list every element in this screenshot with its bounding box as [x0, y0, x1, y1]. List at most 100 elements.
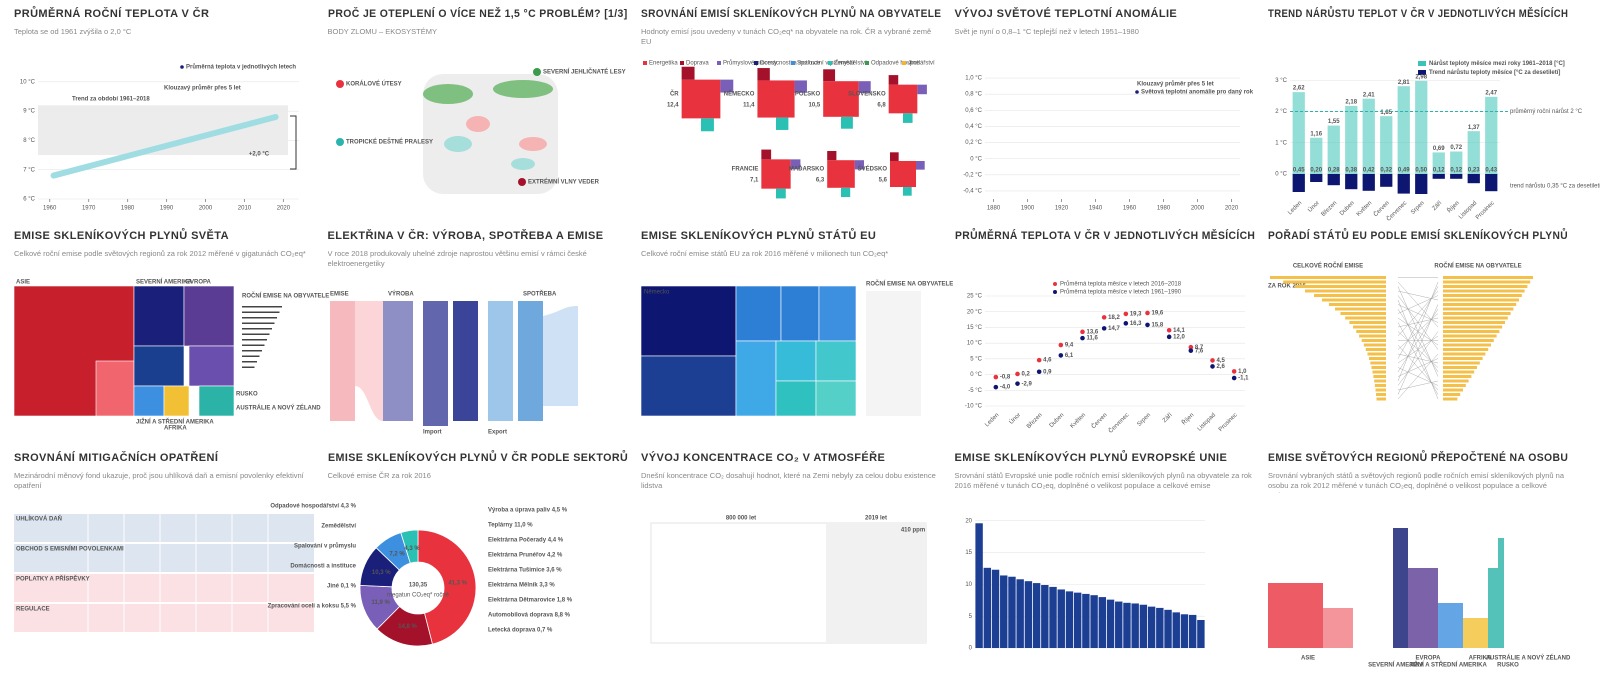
- point: [1188, 344, 1193, 350]
- value-label: 0,9: [1043, 369, 1052, 375]
- rank-link: [1397, 304, 1439, 395]
- sector-square: [917, 84, 927, 95]
- bar: [1443, 312, 1511, 315]
- value-label: 0,69: [1433, 146, 1445, 152]
- bar: [1443, 316, 1508, 320]
- card-graphic: ZA ROK 2016 CELKOVÉ ROČNÍ EMISE ROČNÍ EMIS…: [1268, 262, 1533, 401]
- x-tick-label: Březen: [1026, 412, 1044, 430]
- region-block: [1438, 603, 1463, 648]
- treemap-cell: [815, 380, 857, 417]
- bar: [1073, 592, 1081, 648]
- bar: [1443, 334, 1497, 338]
- bar: [1485, 174, 1498, 192]
- column: [382, 301, 413, 421]
- bar: [1163, 609, 1172, 648]
- card: EMISE SVĚTOVÝCH REGIONŮ PŘEPOČTENÉ NA OS…: [1268, 452, 1571, 669]
- x-tick-label: Leden: [984, 412, 1000, 428]
- segment-label: 14,8 %: [398, 624, 417, 630]
- bar: [1321, 298, 1386, 302]
- segment-label: 4,3 %: [404, 546, 420, 552]
- card: VÝVOJ SVĚTOVÉ TEPLOTNÍ ANOMÁLIE Svět je n…: [955, 8, 1255, 222]
- y-tick-label: 10 °C: [20, 79, 36, 85]
- region-label: ASIE: [1301, 656, 1315, 662]
- legend-dot: [1134, 90, 1139, 94]
- y-tick-label: 0,8 °C: [965, 92, 982, 98]
- bar: [1024, 581, 1032, 648]
- per-capita-bar: [242, 333, 270, 335]
- bar: [1098, 597, 1106, 648]
- card-subtitle: V roce 2018 produkovaly uhelné zdroje na…: [327, 249, 587, 268]
- current-label: 410 ppm: [901, 528, 925, 534]
- card-subtitle: Mezinárodní měnový fond ukazuje, proč js…: [14, 471, 304, 490]
- bar: [1443, 343, 1491, 347]
- bar: [1327, 125, 1340, 174]
- x-tick-label: 1990: [160, 206, 174, 212]
- sector-label: Spalování v průmyslu: [293, 543, 355, 550]
- bar: [1443, 366, 1477, 369]
- region-block: [1323, 608, 1353, 648]
- card-subtitle: Celkové roční emise států EU za rok 2016…: [641, 249, 889, 258]
- legend-label: Světová teplotní anomálie pro daný rok: [1141, 90, 1254, 96]
- value-label: 0,43: [1485, 168, 1497, 174]
- card-subtitle: Svět je nyní o 0,8–1 °C teplejší než v l…: [954, 27, 1139, 36]
- value-label: 1,0: [1238, 369, 1247, 375]
- bar: [1328, 303, 1386, 306]
- card: PROČ JE OTEPLENÍ O VÍCE NEŽ 1,5 °C PROBL…: [328, 8, 628, 222]
- legend-swatch: [791, 61, 795, 65]
- bar: [1361, 339, 1386, 342]
- map-region: [465, 116, 490, 132]
- sector-label: Elektrárna Prunéřov 4,2 %: [488, 553, 563, 559]
- point: [1144, 310, 1150, 316]
- legend-label: Nárůst teploty měsíce mezi roky 1961–201…: [1429, 60, 1565, 67]
- y-tick-label: 15 °C: [966, 325, 982, 331]
- legend-label: Spalování v průmyslu: [797, 60, 854, 67]
- region-label: AFRIKA: [1469, 656, 1492, 662]
- value-label: 14,7: [1108, 326, 1120, 332]
- bar: [1359, 334, 1386, 338]
- region-block: [1268, 583, 1323, 648]
- bar: [1397, 174, 1410, 194]
- sector-square: [720, 79, 734, 93]
- bar: [974, 523, 983, 648]
- value-label: 2,47: [1485, 90, 1497, 96]
- value-label: 0,42: [1363, 168, 1375, 174]
- donut-segment: [399, 529, 418, 564]
- region-label: JIŽNÍ A STŘEDNÍ AMERIKA: [136, 418, 214, 426]
- region-block: [1463, 618, 1488, 648]
- x-tick-label: Říjen: [1179, 411, 1195, 427]
- sector-square: [776, 117, 789, 130]
- legend-swatch: [717, 61, 721, 65]
- bar: [1057, 589, 1065, 648]
- bar: [1015, 579, 1024, 648]
- row-bg: [14, 514, 314, 542]
- bar: [1432, 174, 1445, 179]
- value-label: 0,72: [1450, 145, 1462, 151]
- flow-label: Export: [488, 430, 507, 436]
- value-label: 0,49: [1398, 168, 1410, 174]
- country-label: ŠVÉDSKO: [858, 165, 888, 173]
- rank-link: [1397, 290, 1439, 337]
- y-tick-label: 1,0 °C: [965, 76, 982, 82]
- card-graphic: 0 5 10 15 20: [965, 518, 1205, 652]
- row-bg: [14, 604, 314, 632]
- value-label: 6,3: [816, 178, 825, 184]
- center-value: 130,35: [408, 583, 427, 589]
- bar: [1089, 595, 1098, 648]
- bar: [1380, 116, 1393, 174]
- x-tick-label: Srpen: [1410, 200, 1426, 216]
- bar: [1375, 388, 1386, 392]
- y-tick-label: 8 °C: [23, 138, 35, 144]
- rank-link: [1397, 281, 1439, 382]
- per-capita-bar: [242, 339, 267, 341]
- sector-square: [761, 149, 772, 160]
- card: ELEKTŘINA V ČR: VÝROBA, SPOTŘEBA A EMISE…: [328, 230, 628, 444]
- legend-label: Průměrná teplota měsíce v letech 1961–19…: [1060, 289, 1182, 296]
- value-label: 2,62: [1293, 86, 1305, 92]
- value-label: 0,2: [1021, 372, 1030, 378]
- bar: [1372, 370, 1386, 374]
- bar: [1443, 379, 1469, 383]
- country-label: POLSKO: [795, 92, 821, 98]
- emission-square: [827, 160, 855, 188]
- legend-label: Průmyslové procesy: [723, 60, 777, 67]
- y-tick-label: 2 °C: [1275, 109, 1287, 115]
